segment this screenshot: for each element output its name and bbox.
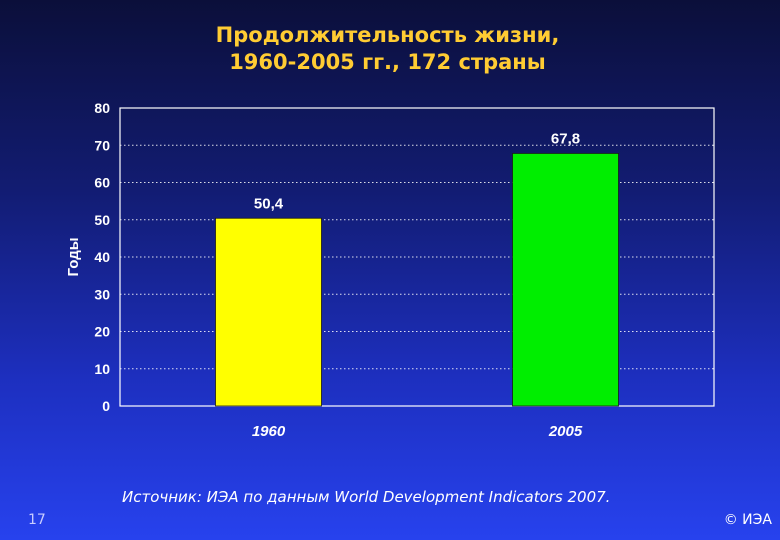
y-tick-label: 60	[94, 175, 110, 191]
title-line-1: Продолжительность жизни,	[215, 23, 560, 47]
bar-1960	[215, 217, 322, 407]
bar-2005	[512, 153, 619, 407]
y-tick-label: 0	[102, 398, 110, 414]
y-axis-label: Годы	[65, 237, 82, 276]
title-line-2: 1960-2005 гг., 172 страны	[229, 50, 546, 74]
source-note: Источник: ИЭА по данным World Developmen…	[122, 488, 611, 506]
data-label-1960: 50,4	[254, 195, 284, 212]
data-label-2005: 67,8	[551, 130, 580, 147]
page-number: 17	[28, 512, 46, 528]
y-tick-label: 80	[94, 100, 110, 116]
copyright-text: © ИЭА	[723, 512, 772, 528]
y-tick-label: 70	[94, 137, 110, 153]
x-tick-label: 2005	[548, 423, 583, 440]
y-tick-label: 30	[94, 286, 110, 302]
y-tick-label: 10	[94, 361, 110, 377]
x-tick-label: 1960	[252, 423, 286, 440]
chart-title: Продолжительность жизни, 1960-2005 гг., …	[0, 22, 780, 76]
y-tick-label: 20	[94, 324, 110, 340]
y-tick-label: 40	[94, 249, 110, 265]
y-tick-label: 50	[94, 212, 110, 228]
